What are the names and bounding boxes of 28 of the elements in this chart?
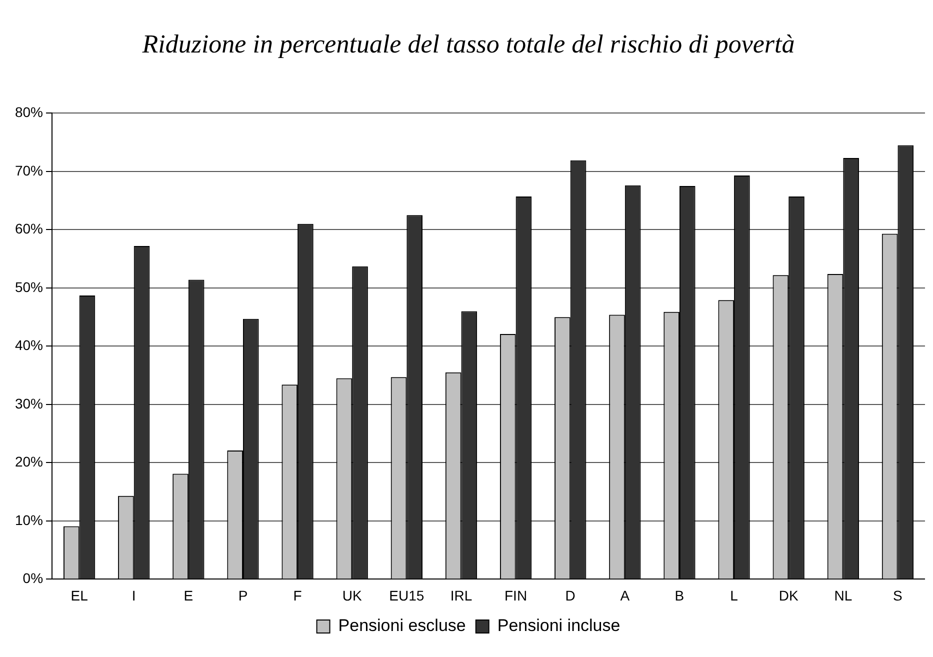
y-tick-label: 10%: [14, 512, 44, 528]
x-tick-label: L: [730, 587, 738, 604]
y-tick-label: 70%: [14, 162, 44, 178]
x-tick-label: EL: [70, 587, 88, 604]
x-tick-label: I: [132, 587, 136, 604]
x-tick-label: P: [238, 587, 248, 604]
x-tick-label: F: [293, 587, 302, 604]
y-tick-label: 30%: [14, 395, 44, 412]
x-tick-label: DK: [778, 587, 799, 604]
x-tick-label: NL: [834, 587, 852, 604]
legend-label: Pensioni escluse: [338, 616, 466, 636]
y-tick-label: 80%: [14, 104, 44, 120]
legend-label: Pensioni incluse: [497, 616, 620, 636]
y-tick-label: 60%: [14, 220, 44, 237]
y-tick-label: 20%: [14, 454, 44, 470]
x-tick-label: E: [184, 587, 194, 604]
y-tick-label: 50%: [14, 278, 44, 295]
x-tick-label: FIN: [504, 587, 528, 604]
x-tick-label: EU15: [389, 587, 424, 604]
x-tick-label: B: [674, 587, 684, 604]
x-tick-label: S: [893, 587, 902, 604]
y-tick-label: 0%: [22, 570, 44, 586]
chart-title: Riduzione in percentuale del tasso totale del rischio di povertà: [141, 29, 795, 58]
x-tick-label: UK: [342, 587, 362, 604]
x-tick-label: IRL: [450, 587, 472, 604]
x-tick-label: D: [565, 587, 576, 604]
y-tick-label: 40%: [14, 337, 44, 354]
x-tick-label: A: [620, 587, 630, 604]
